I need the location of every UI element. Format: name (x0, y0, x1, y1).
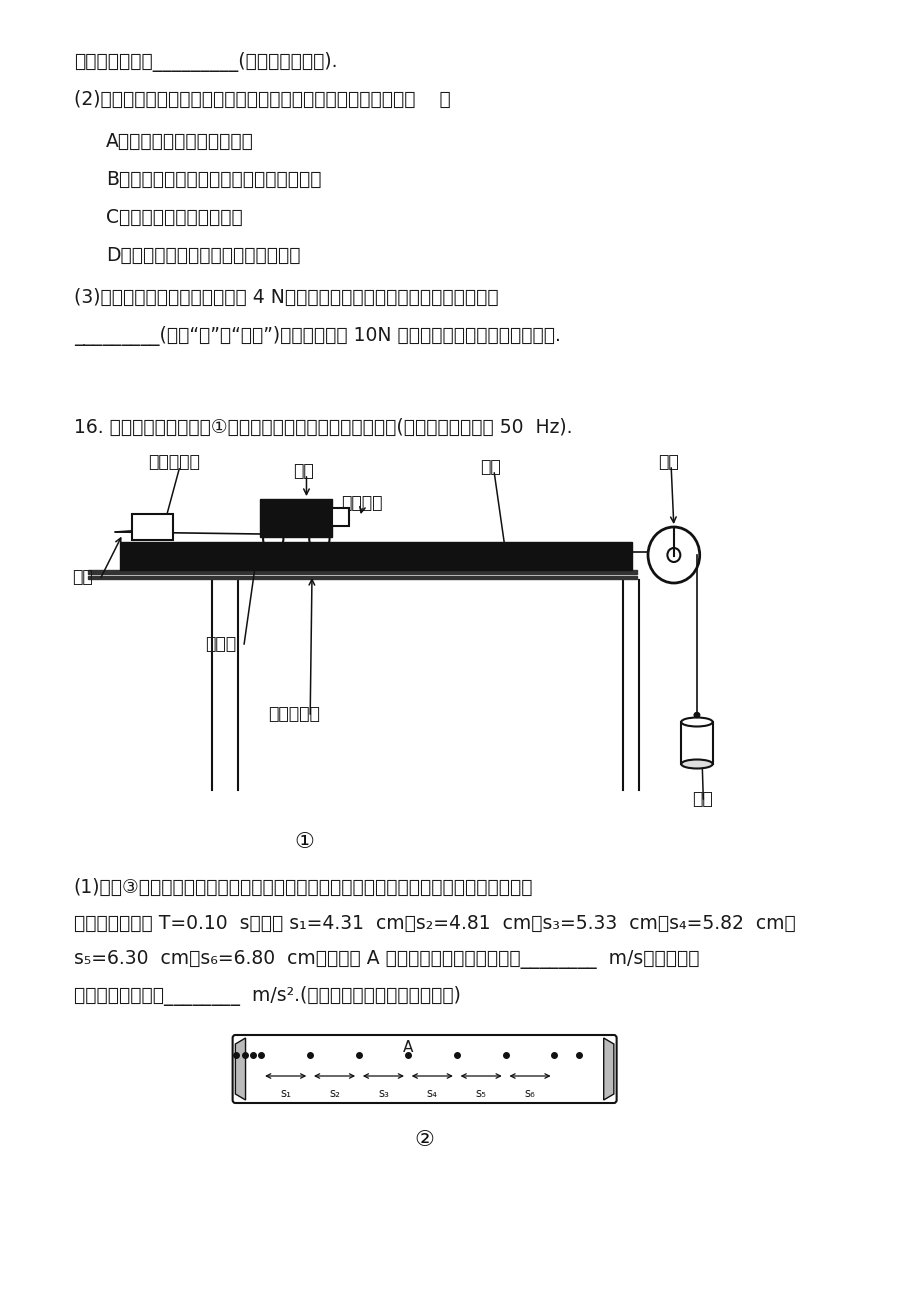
Bar (332, 508, 348, 526)
Bar (119, 542, 631, 570)
Text: 滑轮: 滑轮 (657, 453, 678, 471)
Text: 的加速度的大小是________  m/s².(计算结果均保留两位有效数字): 的加速度的大小是________ m/s².(计算结果均保留两位有效数字) (74, 986, 460, 1006)
Text: (1)如图③所示是某小组在实验中，由打点计时器得到的一条清晰纸带，纸带上两相邻计数: (1)如图③所示是某小组在实验中，由打点计时器得到的一条清晰纸带，纸带上两相邻计… (74, 878, 533, 897)
Text: (3)若两个弹簧测力计的读数均为 4 N，且两弹簧测力计拉力的方向相互垂直，则: (3)若两个弹簧测力计的读数均为 4 N，且两弹簧测力计拉力的方向相互垂直，则 (74, 288, 498, 307)
Text: 力传感器: 力传感器 (341, 493, 382, 512)
Text: C．细绳套受拉力产生形变: C．细绳套受拉力产生形变 (106, 208, 243, 227)
Bar (131, 514, 173, 540)
Polygon shape (235, 1038, 245, 1100)
Text: (2)在本实验中，合力与分力的作用效果相同，这里作用效果是指（    ）: (2)在本实验中，合力与分力的作用效果相同，这里作用效果是指（ ） (74, 90, 450, 109)
Text: 细线: 细线 (480, 458, 500, 477)
Text: 纸带: 纸带 (72, 568, 93, 586)
Text: s₅=6.30  cm、s₆=6.80  cm，则打下 A 点时小车的瞬时速度大小是________  m/s，小车运动: s₅=6.30 cm、s₆=6.80 cm，则打下 A 点时小车的瞬时速度大小是… (74, 950, 698, 969)
Polygon shape (603, 1038, 613, 1100)
Text: 打点计时器: 打点计时器 (148, 453, 199, 471)
Text: 长木板: 长木板 (205, 635, 236, 654)
Text: s₂: s₂ (329, 1087, 340, 1100)
Text: s₁: s₁ (280, 1087, 290, 1100)
FancyBboxPatch shape (233, 1035, 616, 1103)
Text: 水平实验台: 水平实验台 (267, 704, 319, 723)
Bar (87, 570, 636, 574)
Text: s₄: s₄ (426, 1087, 437, 1100)
Text: s₆: s₆ (524, 1087, 535, 1100)
Text: 点的时间间隔为 T=0.10  s，其中 s₁=4.31  cm、s₂=4.81  cm、s₃=5.33  cm、s₄=5.82  cm、: 点的时间间隔为 T=0.10 s，其中 s₁=4.31 cm、s₂=4.81 c… (74, 914, 795, 934)
Text: 小车: 小车 (293, 462, 314, 480)
Text: ②: ② (414, 1130, 434, 1150)
Text: D．固定橡皮条的图钉受拉力产生形变: D．固定橡皮条的图钉受拉力产生形变 (106, 246, 301, 266)
Text: A．弹簧测力计的弹簧被拉长: A．弹簧测力计的弹簧被拉长 (106, 132, 254, 151)
Bar (680, 723, 712, 764)
Bar (260, 499, 332, 536)
Ellipse shape (680, 717, 712, 727)
Bar (87, 575, 636, 579)
Ellipse shape (680, 759, 712, 768)
Text: B．使橡皮条在某一方向上伸长到某一长度: B．使橡皮条在某一方向上伸长到某一长度 (106, 171, 322, 189)
Ellipse shape (694, 712, 699, 717)
Text: 16. 某学校实验小组用图①所示的实验装置验证牛顿第二定律(交变电流的频率为 50  Hz).: 16. 某学校实验小组用图①所示的实验装置验证牛顿第二定律(交变电流的频率为 5… (74, 418, 572, 437)
Text: 其中不正确的是_________(填入相应的字母).: 其中不正确的是_________(填入相应的字母). (74, 52, 337, 72)
Text: A: A (403, 1040, 413, 1055)
Text: 沙桶: 沙桶 (692, 790, 712, 809)
Text: ①: ① (294, 832, 314, 852)
Text: _________(选填“能”或“不能”)用一个量程为 10N 的弹簧测力计测量出它们的合力.: _________(选填“能”或“不能”)用一个量程为 10N 的弹簧测力计测量… (74, 326, 560, 346)
Text: s₃: s₃ (378, 1087, 389, 1100)
Text: s₅: s₅ (475, 1087, 486, 1100)
